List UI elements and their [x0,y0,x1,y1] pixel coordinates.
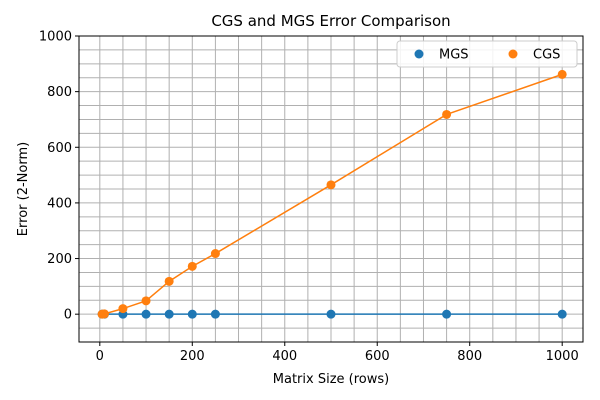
cgs-data-point [557,69,567,79]
cgs-data-point [210,249,220,259]
legend-marker-cgs [508,49,518,59]
mgs-data-point [210,309,220,319]
y-tick-label: 1000 [39,30,72,45]
y-tick-label: 800 [47,85,72,100]
x-axis-label: Matrix Size (rows) [273,372,389,387]
mgs-data-point [442,309,452,319]
mgs-data-point [141,309,151,319]
cgs-data-point [118,304,128,314]
mgs-data-point [557,309,567,319]
x-tick-label: 800 [457,349,482,364]
mgs-data-point [164,309,174,319]
plot-frame [78,35,584,343]
x-tick-label: 0 [96,349,104,364]
legend-box [396,40,578,68]
legend: MGS CGS [396,40,578,68]
mgs-data-point [187,309,197,319]
x-tick-label: 200 [180,349,205,364]
cgs-data-point [164,276,174,286]
legend-marker-mgs [414,49,424,59]
y-tick-label: 200 [47,252,72,267]
x-tick-label: 1000 [546,349,579,364]
x-tick-label: 600 [365,349,390,364]
y-tick-label: 400 [47,196,72,211]
axis-ticks: 0 200 400 600 800 1000 0 200 400 600 800 1000 [39,30,579,365]
cgs-data-point [326,180,336,190]
cgs-data-point [99,309,109,319]
chart-title: CGS and MGS Error Comparison [211,12,450,30]
legend-label-cgs: CGS [533,48,560,63]
x-tick-label: 400 [272,349,297,364]
grid [79,35,583,343]
mgs-data-point [326,309,336,319]
y-tick-label: 0 [64,308,72,323]
cgs-data-point [187,261,197,271]
cgs-series-line [102,73,563,315]
y-axis-label: Error (2-Norm) [16,142,31,236]
cgs-data-point [442,109,452,119]
cgs-data-point [141,296,151,306]
legend-label-mgs: MGS [439,48,469,63]
y-tick-label: 600 [47,141,72,156]
series-layer [97,69,567,319]
